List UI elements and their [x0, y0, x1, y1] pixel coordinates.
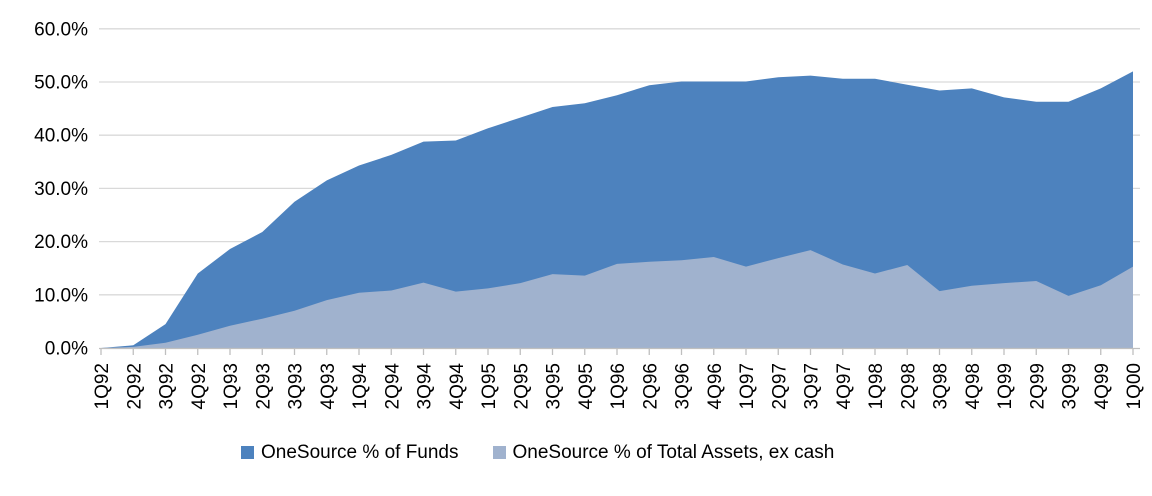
x-axis-tick-label: 3Q92 [157, 363, 178, 409]
y-axis-tick-label: 0.0% [45, 339, 88, 360]
legend-marker-funds-icon [241, 446, 254, 459]
y-axis-tick-label: 60.0% [34, 19, 88, 40]
x-axis-tick-label: 3Q96 [673, 363, 694, 409]
x-axis-tick-label: 4Q93 [318, 363, 339, 409]
y-axis-tick-label: 40.0% [34, 126, 88, 147]
x-axis-tick-label: 2Q92 [124, 363, 145, 409]
x-axis-tick-label: 1Q94 [350, 363, 371, 410]
x-axis-tick-label: 4Q98 [963, 363, 984, 409]
legend-item-assets: OneSource % of Total Assets, ex cash [492, 442, 835, 463]
legend-label-funds: OneSource % of Funds [261, 442, 459, 463]
x-axis-tick-label: 2Q95 [511, 363, 532, 409]
x-axis-tick-label: 1Q96 [608, 363, 629, 409]
x-axis-tick-label: 1Q93 [221, 363, 242, 409]
y-axis-tick-label: 50.0% [34, 73, 88, 94]
y-axis-tick-label: 10.0% [34, 285, 88, 306]
y-axis-tick-label: 30.0% [34, 179, 88, 200]
x-axis-tick-label: 3Q97 [802, 363, 823, 409]
assets-area-series [101, 250, 1133, 348]
x-axis-tick-label: 1Q00 [1124, 363, 1145, 409]
x-axis-tick-label: 2Q99 [1027, 363, 1048, 409]
x-axis-tick-label: 1Q98 [866, 363, 887, 409]
legend-label-assets: OneSource % of Total Assets, ex cash [512, 442, 835, 463]
x-axis-tick-label: 4Q95 [576, 363, 597, 409]
x-axis-tick-label: 4Q94 [447, 363, 468, 410]
x-axis-tick-label: 1Q95 [479, 363, 500, 409]
x-axis-tick-label: 3Q99 [1060, 363, 1081, 409]
y-axis-tick-label: 20.0% [34, 232, 88, 253]
x-axis-tick-label: 3Q95 [544, 363, 565, 409]
x-axis-tick-label: 4Q97 [834, 363, 855, 409]
x-axis-tick-label: 1Q97 [737, 363, 758, 409]
x-axis-tick-label: 4Q99 [1092, 363, 1113, 409]
x-axis-tick-label: 4Q96 [705, 363, 726, 409]
legend-item-funds: OneSource % of Funds [241, 443, 459, 462]
chart-legend: OneSource % of Funds OneSource % of Tota… [241, 443, 834, 462]
x-axis-tick-label: 2Q98 [898, 363, 919, 409]
x-axis-tick-label: 4Q92 [189, 363, 210, 409]
x-axis-tick-label: 1Q99 [995, 363, 1016, 409]
x-axis-tick-label: 2Q93 [253, 363, 274, 409]
legend-marker-assets-icon [492, 446, 506, 459]
x-axis-tick-label: 2Q97 [769, 363, 790, 409]
x-axis-tick-label: 1Q92 [92, 363, 113, 409]
x-axis-tick-label: 2Q96 [640, 363, 661, 409]
x-axis-tick-label: 3Q93 [286, 363, 307, 409]
x-axis-tick-label: 3Q98 [931, 363, 952, 409]
x-axis-tick-label: 3Q94 [415, 363, 436, 410]
x-axis-tick-label: 2Q94 [382, 363, 403, 410]
